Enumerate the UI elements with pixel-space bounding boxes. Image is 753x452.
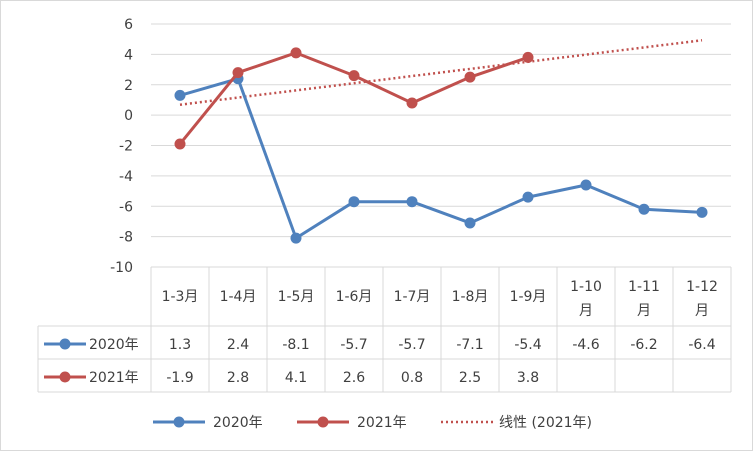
series-line	[178, 51, 529, 145]
data-point	[522, 51, 534, 63]
table-series-name: 2021年	[89, 370, 139, 386]
data-label: -8.1	[282, 337, 309, 353]
x-tick-label: 1-9月	[510, 289, 547, 305]
x-tick-label: 1-3月	[162, 289, 199, 305]
legend-key-marker	[173, 416, 185, 428]
x-tick-label: 1-8月	[452, 289, 489, 305]
table-legend-key-marker	[59, 338, 71, 350]
y-tick-label: -8	[119, 230, 133, 246]
data-point	[464, 71, 476, 83]
data-label: 2.6	[343, 370, 365, 386]
x-tick-label: 1-5月	[278, 289, 315, 305]
data-label: -5.7	[398, 337, 425, 353]
x-tick-label: 1-11	[628, 279, 660, 295]
y-tick-label: 4	[124, 47, 133, 63]
data-point	[232, 67, 244, 79]
x-tick-label: 月	[579, 303, 593, 319]
data-point	[406, 196, 418, 208]
data-label: 1.3	[169, 337, 191, 353]
data-label: 0.8	[401, 370, 423, 386]
data-point	[348, 70, 360, 82]
data-point	[290, 47, 302, 59]
x-tick-label: 1-4月	[220, 289, 257, 305]
series-line	[179, 77, 703, 240]
x-tick-label: 月	[637, 303, 651, 319]
data-point	[638, 203, 650, 215]
table-series-name: 2020年	[89, 337, 139, 353]
data-point	[348, 196, 360, 208]
x-tick-label: 1-10	[570, 279, 602, 295]
data-label: -6.2	[630, 337, 657, 353]
data-label: -7.1	[456, 337, 483, 353]
x-tick-label: 1-6月	[336, 289, 373, 305]
y-tick-label: -6	[119, 199, 133, 215]
data-label: -5.4	[514, 337, 541, 353]
data-label: 2.4	[227, 337, 249, 353]
data-label: 2.8	[227, 370, 249, 386]
y-tick-label: 0	[124, 108, 133, 124]
y-tick-label: 2	[124, 78, 133, 94]
y-tick-label: -4	[119, 169, 133, 185]
data-point	[174, 138, 186, 150]
data-point	[290, 232, 302, 244]
data-label: 4.1	[285, 370, 307, 386]
data-point	[406, 97, 418, 109]
data-label: -6.4	[688, 337, 715, 353]
data-label: -5.7	[340, 337, 367, 353]
legend-label: 线性 (2021年)	[499, 415, 592, 431]
x-tick-label: 月	[695, 303, 709, 319]
legend-label: 2021年	[357, 415, 407, 431]
y-tick-label: 6	[124, 17, 133, 33]
data-point	[696, 206, 708, 218]
legend-key-marker	[317, 416, 329, 428]
legend-label: 2020年	[213, 415, 263, 431]
table-legend-key-marker	[59, 371, 71, 383]
data-point	[522, 191, 534, 203]
data-label: -1.9	[166, 370, 193, 386]
data-label: -4.6	[572, 337, 599, 353]
x-tick-label: 1-7月	[394, 289, 431, 305]
y-tick-label: -2	[119, 139, 133, 155]
data-label: 3.8	[517, 370, 539, 386]
data-point	[580, 179, 592, 191]
trendline	[179, 39, 703, 106]
x-tick-label: 1-12	[686, 279, 718, 295]
data-point	[464, 217, 476, 229]
data-point	[174, 89, 186, 101]
y-tick-label: -10	[110, 260, 133, 276]
data-label: 2.5	[459, 370, 481, 386]
